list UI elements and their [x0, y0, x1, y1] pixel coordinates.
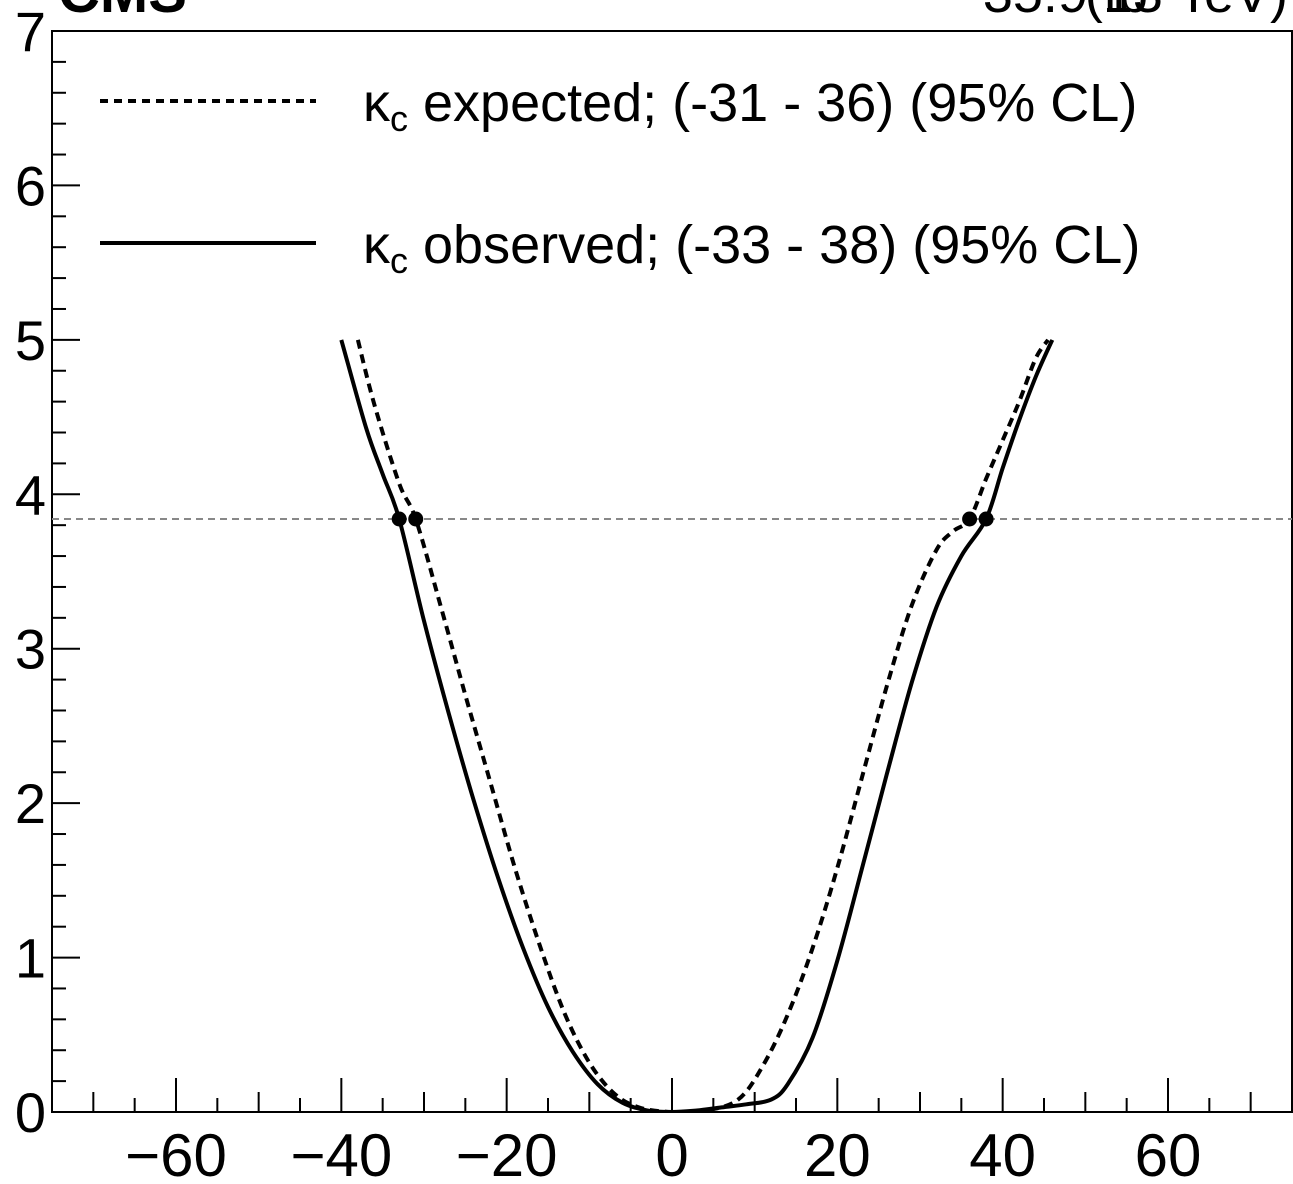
legend-sub-expected: c [390, 98, 408, 139]
svg-text:-1: -1 [1150, 0, 1177, 1]
crossing-marker [408, 511, 424, 527]
crossing-markers [391, 511, 994, 527]
legend-item-expected: κc expected; (-31 - 36) (95% CL) [100, 73, 1137, 139]
svg-text:κc observed; (-33 - 38) (95%: κc observed; (-33 - 38) (95% CL) [363, 215, 1140, 281]
y-axis: 0 1 2 3 4 5 6 7 [15, 0, 80, 1144]
x-tick-label: −40 [290, 1122, 392, 1184]
x-axis: −60 −40 −20 0 20 40 60 [92, 1078, 1252, 1184]
y-tick-label: 6 [15, 154, 46, 217]
series-curves [339, 338, 1055, 1112]
series-line-expected [355, 338, 1050, 1112]
svg-text:35.9 fb: 35.9 fb [983, 0, 1148, 24]
legend-sub-observed: c [390, 240, 408, 281]
svg-text:(13 TeV): (13 TeV) [1085, 0, 1288, 24]
y-tick-label: 4 [15, 463, 46, 526]
y-tick-label: 5 [15, 309, 46, 372]
legend-kappa-observed: κ [363, 215, 391, 275]
luminosity-label: 35.9 fb -1 (13 TeV) [983, 0, 1288, 24]
svg-text:κc expected; (-31 - 36) (95%: κc expected; (-31 - 36) (95% CL) [363, 73, 1137, 139]
y-tick-label: 2 [15, 772, 46, 835]
experiment-label: CMS [58, 0, 187, 25]
y-tick-label: 3 [15, 618, 46, 681]
legend-item-observed: κc observed; (-33 - 38) (95% CL) [100, 215, 1140, 281]
x-tick-label: 60 [1135, 1122, 1202, 1184]
crossing-marker [391, 511, 407, 527]
legend-kappa-expected: κ [363, 73, 391, 133]
series-line-observed [339, 339, 1055, 1112]
legend-text-expected: expected; (-31 - 36) (95% CL) [408, 73, 1137, 133]
y-tick-label: 1 [15, 927, 46, 990]
x-tick-label: 40 [969, 1122, 1036, 1184]
x-tick-label: −60 [125, 1122, 227, 1184]
x-tick-label: 0 [655, 1122, 688, 1184]
legend-text-observed: observed; (-33 - 38) (95% CL) [408, 215, 1140, 275]
y-tick-label: 7 [15, 0, 46, 63]
x-tick-label: −20 [456, 1122, 558, 1184]
crossing-marker [962, 511, 978, 527]
x-tick-label: 20 [804, 1122, 871, 1184]
legend: κc expected; (-31 - 36) (95% CL) κc obse… [100, 73, 1140, 281]
crossing-marker [978, 511, 994, 527]
y-tick-label: 0 [15, 1081, 46, 1144]
plot-frame [51, 30, 1293, 1113]
